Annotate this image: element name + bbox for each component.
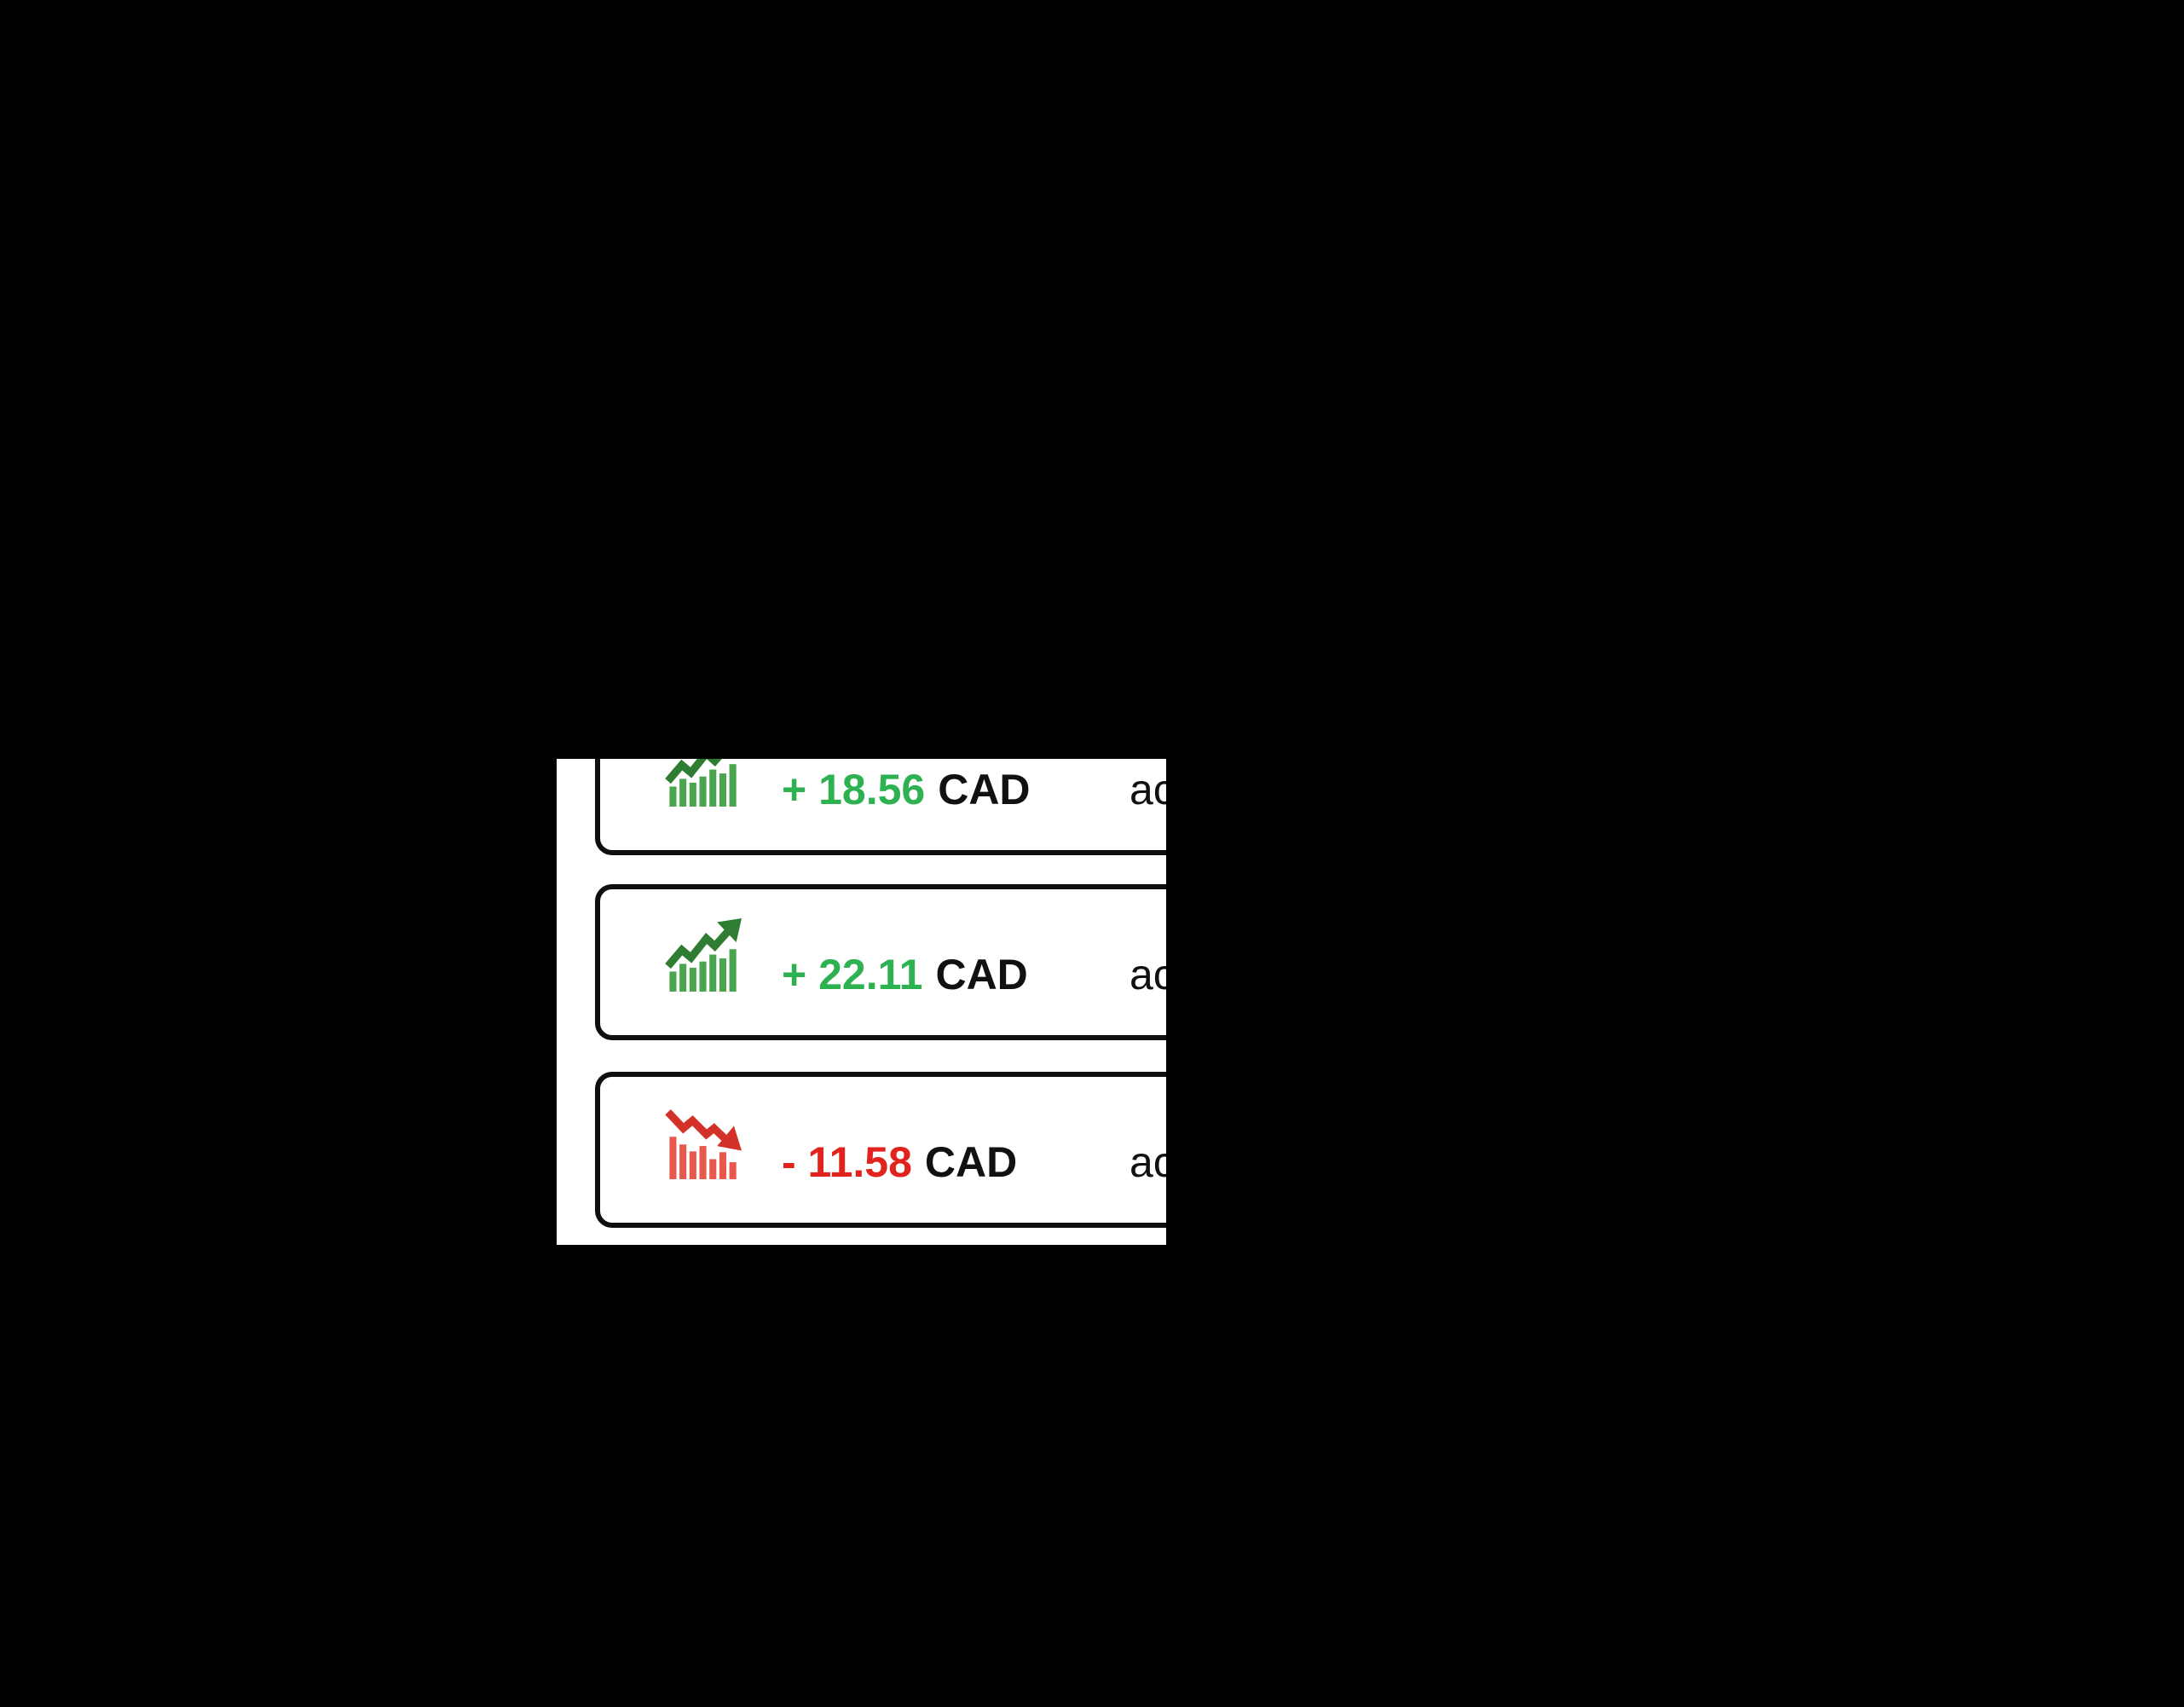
amount-currency: CAD [924,1138,1018,1186]
truncated-right-text: ac [1130,951,1166,998]
chart-increasing-icon [665,918,742,992]
chart-decreasing-icon [665,1109,742,1179]
amount-text: + 18.56 CAD [782,768,1031,811]
amount-value: - 11.58 [782,1138,912,1186]
amount-currency: CAD [938,766,1031,813]
chart-increasing-icon [665,759,737,807]
gain-card-2[interactable]: + 22.11 CAD ac [595,884,1166,1040]
amount-text: + 22.11 CAD [782,953,1028,996]
amount-value: + 22.11 [782,951,923,998]
truncated-right-text: ac [1130,766,1166,813]
gain-card-1[interactable]: + 18.56 CAD ac [595,759,1166,855]
loss-card[interactable]: - 11.58 CAD ac [595,1072,1166,1228]
cards-panel: + 18.56 CAD ac + 22.11 CAD ac [557,759,1166,1245]
truncated-right-text: ac [1130,1138,1166,1186]
amount-currency: CAD [935,951,1028,998]
amount-text: - 11.58 CAD [782,1141,1017,1183]
amount-value: + 18.56 [782,766,926,813]
